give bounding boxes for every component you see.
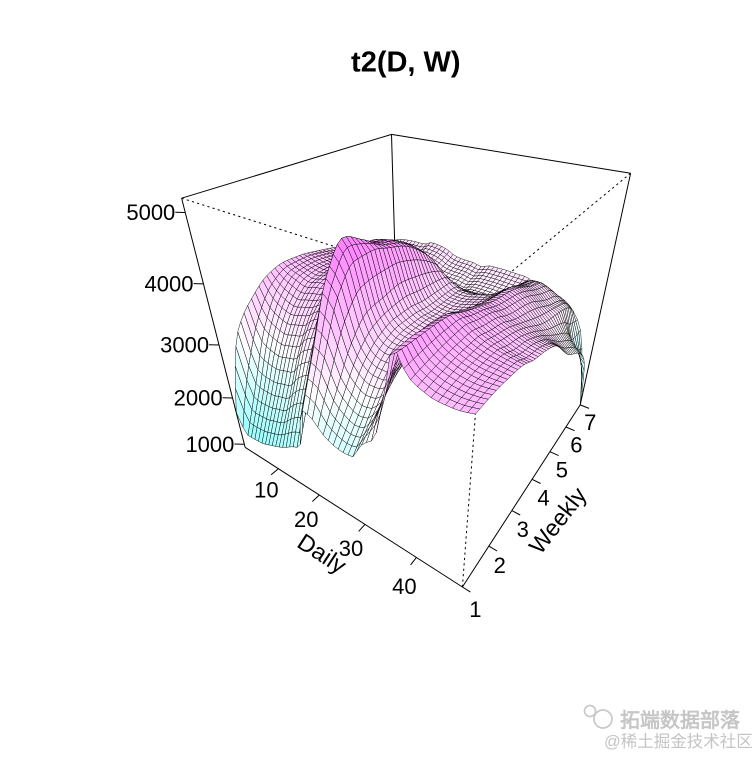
svg-text:7: 7: [584, 410, 596, 435]
svg-text:2: 2: [494, 553, 506, 578]
svg-text:5: 5: [556, 458, 568, 483]
svg-text:5000: 5000: [126, 200, 175, 225]
svg-text:1: 1: [469, 597, 481, 622]
svg-text:2000: 2000: [174, 386, 223, 411]
svg-text:1000: 1000: [185, 432, 234, 457]
svg-text:t2(D, W): t2(D, W): [351, 47, 461, 79]
svg-text:40: 40: [392, 574, 416, 599]
svg-text:4: 4: [537, 485, 549, 510]
svg-text:拓端数据部落: 拓端数据部落: [620, 708, 741, 732]
svg-text:4000: 4000: [145, 271, 194, 296]
svg-text:6: 6: [570, 433, 582, 458]
svg-text:@稀土掘金技术社区: @稀土掘金技术社区: [604, 732, 753, 751]
svg-text:3000: 3000: [160, 333, 209, 358]
svg-text:10: 10: [254, 478, 278, 503]
